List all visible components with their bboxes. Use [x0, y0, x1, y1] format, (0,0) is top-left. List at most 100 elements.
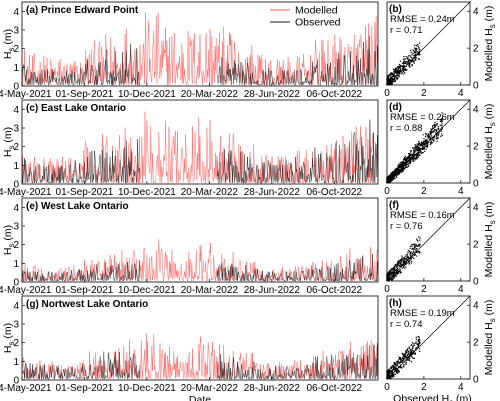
scatter-point: [407, 157, 409, 159]
scatter-point: [409, 354, 411, 356]
scatter-point: [405, 352, 407, 354]
scatter-point: [437, 135, 439, 137]
scatter-point: [390, 73, 392, 76]
x-tick-label: 2: [421, 88, 427, 99]
scatter-point: [401, 352, 403, 354]
scatter-point: [422, 143, 424, 145]
scatter-point: [415, 338, 417, 340]
scatter-point: [419, 42, 421, 44]
scatter-point: [430, 141, 432, 143]
scatter-point: [400, 171, 402, 173]
scatter-point: [414, 58, 416, 60]
scatter-point: [399, 166, 401, 168]
scatter-point: [392, 68, 394, 70]
x-axis-label: Date: [189, 394, 211, 401]
scatter-point: [391, 172, 393, 174]
scatter-point: [388, 80, 390, 82]
scatter-point: [395, 72, 397, 74]
scatter-point: [394, 269, 396, 272]
scatter-point: [393, 365, 395, 367]
scatter-point: [423, 147, 425, 149]
scatter-point: [425, 140, 427, 143]
scatter-point: [407, 348, 409, 350]
scatter-point: [393, 71, 395, 73]
scatter-point: [403, 64, 405, 67]
scatter-point: [405, 263, 407, 265]
scatter-point: [392, 269, 394, 271]
scatter-point: [390, 366, 393, 368]
scatter-point: [397, 360, 399, 362]
scatter-point: [399, 269, 401, 271]
scatter-point: [427, 133, 429, 135]
scatter-point: [397, 71, 399, 73]
scatter-point: [416, 148, 418, 151]
scatter-point: [407, 258, 409, 260]
scatter-point: [395, 68, 397, 70]
x-tick-label: 06-Oct-2022: [306, 285, 362, 296]
scatter-point: [429, 137, 431, 139]
scatter-point: [400, 361, 402, 363]
plot-frame: [386, 295, 471, 380]
scatter-point: [391, 176, 393, 178]
y-tick-label: 2: [13, 142, 19, 153]
scatter-point: [391, 268, 394, 270]
scatter-point: [401, 62, 404, 64]
scatter-point: [393, 373, 395, 375]
scatter-point: [402, 170, 404, 173]
scatter-point: [409, 154, 412, 157]
scatter-point: [427, 145, 429, 147]
scatter-point: [401, 263, 403, 265]
scatter-point: [398, 265, 400, 268]
scatter-point: [390, 375, 392, 377]
scatter-point: [415, 57, 418, 59]
scatter-point: [391, 365, 394, 367]
scatter-point: [409, 162, 411, 165]
scatter-point: [406, 61, 408, 63]
correlation-annotation: r = 0.74: [390, 319, 422, 330]
scatter-point: [391, 273, 393, 275]
scatter-point: [430, 128, 432, 130]
scatter-point: [422, 147, 424, 149]
scatter-point: [405, 355, 407, 358]
scatter-point: [399, 259, 401, 261]
scatter-point: [427, 134, 429, 137]
rmse-annotation: RMSE = 0.24m: [390, 14, 455, 25]
scatter-point: [403, 168, 405, 170]
scatter-point: [404, 353, 406, 355]
x-tick-label: 10-Dec-2021: [118, 285, 176, 296]
scatter-point: [423, 138, 425, 140]
scatter-point: [441, 124, 443, 126]
scatter-point: [394, 363, 397, 365]
scatter-point: [391, 77, 393, 79]
scatter-point: [399, 72, 401, 74]
scatter-point: [416, 158, 418, 160]
scatter-point: [416, 255, 418, 257]
scatter-point: [419, 154, 421, 156]
scatter-point: [402, 62, 405, 64]
scatter-point: [419, 53, 421, 55]
scatter-point: [416, 251, 418, 253]
y-tick-label: 2: [473, 240, 479, 251]
scatter-point: [430, 143, 432, 145]
scatter-point: [398, 163, 400, 166]
scatter-point: [397, 263, 399, 265]
scatter-point: [412, 347, 414, 349]
scatter-point: [414, 55, 416, 57]
scatter-point: [405, 350, 407, 352]
scatter-point: [393, 374, 395, 376]
x-tick-label: 28-Jun-2022: [244, 187, 301, 198]
plot-frame: [386, 1, 471, 86]
scatter-point: [404, 357, 407, 359]
scatter-point: [412, 357, 414, 360]
scatter-point: [396, 265, 398, 267]
scatter-point: [411, 256, 413, 258]
scatter-point: [403, 61, 405, 63]
y-tick-label: 4: [13, 7, 19, 18]
scatter-point: [425, 133, 427, 135]
scatter-point: [413, 357, 416, 359]
y-tick-label: 0: [13, 180, 19, 191]
scatter-point: [441, 121, 443, 123]
